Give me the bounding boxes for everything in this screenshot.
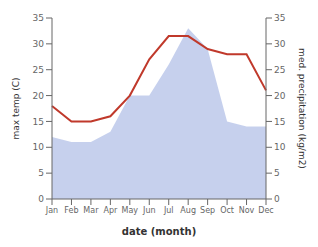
svg-text:15: 15 [274, 117, 285, 127]
svg-text:5: 5 [274, 168, 280, 178]
svg-text:Oct: Oct [220, 206, 234, 215]
svg-text:May: May [122, 206, 139, 215]
svg-text:date (month): date (month) [122, 226, 196, 237]
svg-text:med. precipitation (kg/m2): med. precipitation (kg/m2) [297, 48, 307, 169]
svg-text:Feb: Feb [64, 206, 78, 215]
svg-text:35: 35 [33, 13, 44, 23]
svg-text:15: 15 [33, 117, 44, 127]
svg-text:35: 35 [274, 13, 285, 23]
svg-text:20: 20 [33, 91, 45, 101]
svg-text:30: 30 [33, 39, 45, 49]
svg-text:max temp (C): max temp (C) [11, 77, 21, 139]
svg-text:25: 25 [274, 65, 285, 75]
svg-text:20: 20 [274, 91, 286, 101]
svg-text:Sep: Sep [200, 206, 215, 215]
svg-text:10: 10 [274, 142, 286, 152]
svg-text:0: 0 [38, 194, 44, 204]
svg-text:Nov: Nov [239, 206, 255, 215]
svg-text:Mar: Mar [83, 206, 99, 215]
svg-text:30: 30 [274, 39, 286, 49]
svg-text:Jan: Jan [45, 206, 58, 215]
svg-text:Jun: Jun [142, 206, 156, 215]
svg-text:Dec: Dec [258, 206, 273, 215]
svg-text:Aug: Aug [180, 206, 196, 215]
svg-text:10: 10 [33, 142, 45, 152]
svg-text:5: 5 [38, 168, 44, 178]
svg-text:0: 0 [274, 194, 280, 204]
svg-text:25: 25 [33, 65, 44, 75]
svg-text:Jul: Jul [163, 206, 174, 215]
svg-text:Apr: Apr [103, 206, 118, 215]
